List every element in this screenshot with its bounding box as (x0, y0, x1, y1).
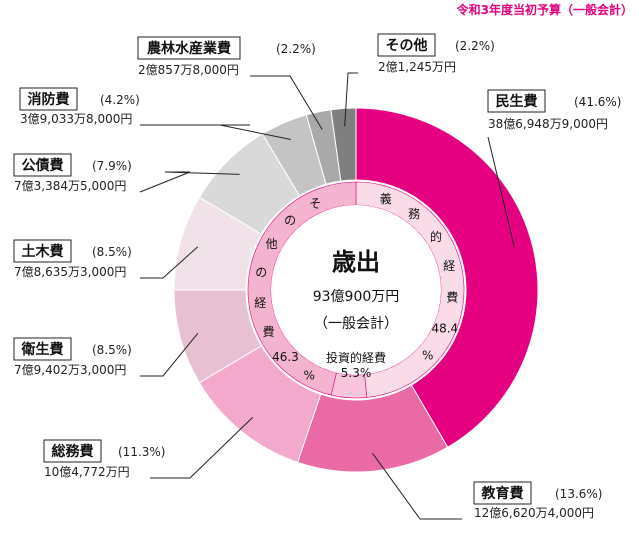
label-name-4: 土木費 (22, 243, 64, 260)
slice-0 (355, 107, 539, 448)
label-name-5: 公債費 (22, 157, 64, 174)
center-sub: （一般会計） (314, 316, 398, 332)
label-amount-5: 7億3,384万5,000円 (14, 179, 126, 193)
inner-char-2-4: 経 (254, 296, 266, 310)
leader-5 (139, 171, 240, 193)
inner-char-0-4: 費 (446, 290, 458, 305)
inner-char-2-0: そ (309, 197, 321, 211)
label-amount-2: 10億4,772万円 (44, 465, 130, 479)
leader-6 (140, 124, 291, 140)
header-note: 令和3年度当初予算（一般会計） (456, 2, 633, 17)
inner-char-2-3: の (255, 266, 267, 280)
leader-2 (150, 416, 254, 479)
label-amount-6: 3億9,033万8,000円 (20, 112, 132, 126)
label-percent-6: (4.2%) (100, 93, 140, 107)
inner-pct-1: 5.3% (341, 366, 372, 380)
label-name-0: 民生費 (496, 93, 538, 110)
inner-char-0-3: 経 (443, 259, 455, 273)
leader-1 (372, 452, 462, 520)
label-percent-5: (7.9%) (92, 159, 132, 173)
inner-char-2-1: の (284, 213, 296, 227)
slice-8 (330, 107, 357, 182)
label-amount-8: 2億1,245万円 (378, 60, 456, 74)
leader-3 (140, 332, 199, 377)
label-box-3 (13, 337, 72, 361)
inner-char-2-7: % (304, 368, 315, 382)
label-percent-7: (2.2%) (276, 42, 316, 56)
label-box-4 (13, 239, 72, 263)
leader-lines (139, 72, 515, 520)
center-title: 歳出 (332, 248, 380, 276)
center-disc (271, 205, 441, 375)
label-box-7 (137, 36, 241, 60)
label-box-8 (377, 33, 436, 57)
inner-char-0-1: 務 (408, 207, 420, 221)
inner-label-1: 投資的経費 (326, 350, 386, 365)
label-percent-1: (13.6%) (555, 487, 602, 501)
outer-ring (173, 107, 539, 473)
label-amount-3: 7億9,402万3,000円 (14, 363, 126, 377)
leader-8 (344, 72, 358, 127)
inner-char-0-0: 義 (380, 191, 392, 206)
inner-char-2-2: 他 (266, 237, 278, 251)
leader-4 (140, 246, 199, 279)
center-total: 93億900万円 (313, 289, 400, 305)
inner-slice-0 (355, 181, 465, 398)
inner-char-0-2: 的 (430, 229, 442, 244)
label-name-6: 消防費 (28, 91, 70, 108)
inner-char-0-5: 48.4 (431, 322, 458, 336)
label-name-8: その他 (386, 37, 428, 54)
label-name-7: 農林水産業費 (147, 40, 231, 57)
label-box-6 (19, 87, 78, 111)
label-amount-7: 2億857万8,000円 (138, 63, 239, 77)
label-amount-1: 12億6,620万4,000円 (474, 506, 594, 520)
label-amount-0: 38億6,948万9,000円 (488, 117, 608, 131)
label-box-2 (43, 439, 102, 463)
label-percent-8: (2.2%) (455, 39, 495, 53)
label-name-1: 教育費 (482, 485, 524, 502)
label-percent-0: (41.6%) (574, 95, 621, 109)
label-box-0 (487, 89, 546, 113)
inner-char-2-6: 46.3 (272, 350, 299, 364)
label-percent-4: (8.5%) (92, 245, 132, 259)
leader-7 (250, 75, 323, 130)
label-box-5 (13, 153, 72, 177)
label-percent-2: (11.3%) (118, 445, 165, 459)
inner-char-0-6: % (422, 349, 433, 363)
inner-char-2-5: 費 (263, 324, 275, 339)
label-percent-3: (8.5%) (92, 343, 132, 357)
label-amount-4: 7億8,635万3,000円 (14, 265, 126, 279)
leader-0 (487, 136, 515, 248)
label-name-2: 総務費 (52, 443, 94, 460)
label-name-3: 衛生費 (21, 341, 64, 358)
label-box-1 (473, 481, 532, 505)
